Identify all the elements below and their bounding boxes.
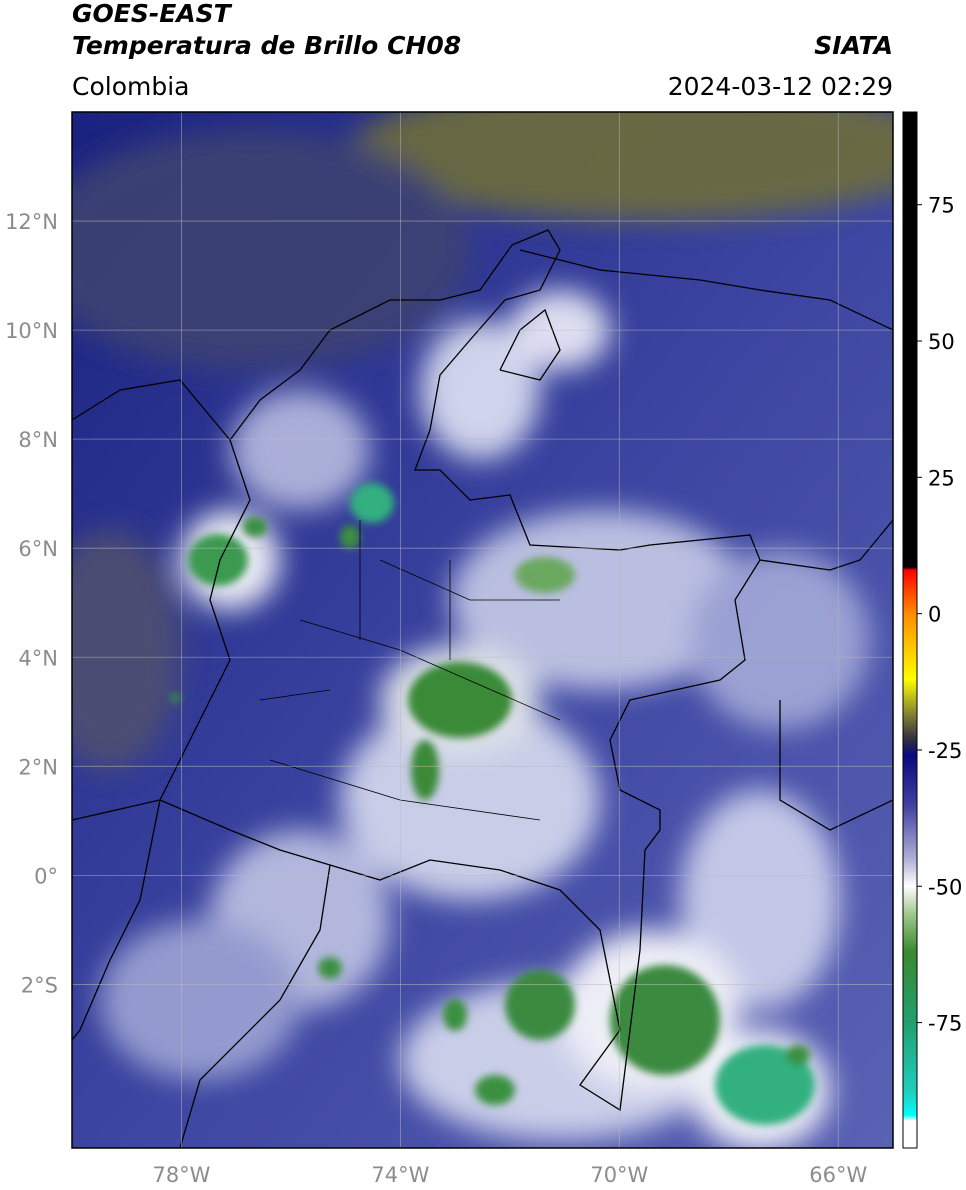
x-tick-label: 70°W	[590, 1163, 648, 1187]
colorbar-tick-label: 25	[928, 466, 955, 490]
x-tick-label: 74°W	[371, 1163, 429, 1187]
product: Temperatura de Brillo CH08	[72, 31, 461, 60]
y-tick-label: 0°	[34, 864, 58, 888]
colorbar	[902, 111, 918, 1149]
y-tick-label: 8°N	[18, 428, 58, 452]
colorbar-tick-label: -25	[928, 739, 962, 763]
x-tick-label: 66°W	[809, 1163, 867, 1187]
colorbar-tick-label: 50	[928, 330, 955, 354]
y-tick-label: 2°N	[18, 755, 58, 779]
y-tick-label: 12°N	[5, 210, 58, 234]
source: SIATA	[814, 31, 893, 60]
map-frame	[71, 111, 894, 1149]
y-tick-label: 10°N	[5, 319, 58, 343]
colorbar-tick-label: -50	[928, 875, 962, 899]
x-tick-label: 78°W	[152, 1163, 210, 1187]
y-tick-label: 4°N	[18, 646, 58, 670]
colorbar-tick-label: 0	[928, 603, 941, 627]
datetime: 2024-03-12 02:29	[668, 72, 893, 101]
grid	[72, 112, 893, 1148]
colorbar-tick-label: -75	[928, 1012, 962, 1036]
region: Colombia	[72, 72, 189, 101]
satellite-image	[72, 112, 893, 1148]
satellite: GOES-EAST	[72, 0, 233, 28]
y-tick-label: 2°S	[21, 973, 58, 997]
y-tick-label: 6°N	[18, 537, 58, 561]
colorbar-tick-label: 75	[928, 194, 955, 218]
